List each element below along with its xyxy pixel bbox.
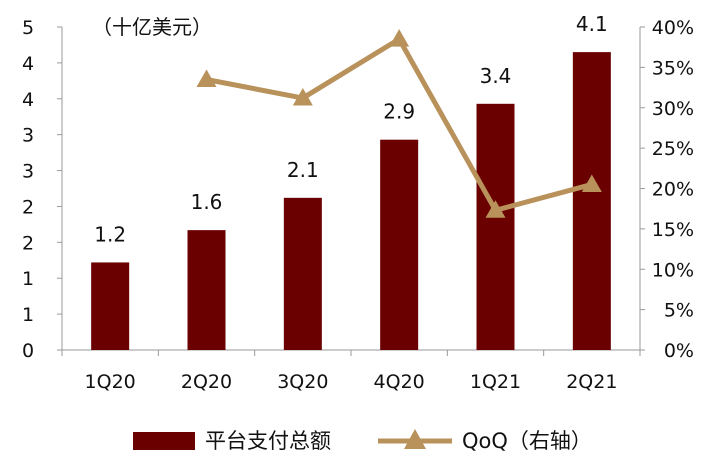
bar bbox=[283, 197, 322, 350]
x-tick-label: 1Q20 bbox=[85, 371, 136, 393]
bars bbox=[91, 52, 611, 351]
left-tick-label: 4 bbox=[22, 53, 34, 75]
left-tick-label: 3 bbox=[22, 125, 34, 147]
bar bbox=[572, 52, 611, 350]
bar bbox=[476, 103, 515, 351]
bar bbox=[91, 262, 130, 350]
qoq-marker bbox=[196, 69, 217, 87]
right-tick-label: 30% bbox=[652, 98, 694, 120]
legend-line-label: QoQ（右轴） bbox=[462, 429, 592, 453]
qoq-line bbox=[196, 29, 602, 218]
right-tick-label: 25% bbox=[652, 138, 694, 160]
bar-data-label: 3.4 bbox=[480, 64, 512, 88]
qoq-marker bbox=[389, 29, 410, 47]
left-tick-label: 1 bbox=[22, 304, 34, 326]
legend: 平台支付总额 QoQ（右轴） bbox=[133, 429, 592, 453]
x-tick-label: 3Q20 bbox=[277, 371, 328, 393]
left-tick-label: 4 bbox=[22, 89, 34, 111]
right-tick-label: 10% bbox=[652, 259, 694, 281]
left-tick-label: 2 bbox=[22, 232, 34, 254]
x-tick-label: 2Q20 bbox=[181, 371, 232, 393]
bar-data-label: 1.2 bbox=[94, 222, 126, 246]
right-tick-label: 20% bbox=[652, 179, 694, 201]
axes: 0 1 1 2 2 3 3 4 4 5 0% 5% 10% 15% 20% 25% 30% 35% 40% 1Q20 2… bbox=[22, 17, 694, 393]
right-tick-label: 15% bbox=[652, 219, 694, 241]
x-tick-label: 4Q20 bbox=[374, 371, 425, 393]
bar-data-label: 4.1 bbox=[576, 12, 608, 36]
unit-label: （十亿美元） bbox=[92, 15, 212, 39]
bar-data-label: 2.1 bbox=[287, 158, 319, 182]
qoq-marker bbox=[292, 88, 313, 106]
left-tick-label: 2 bbox=[22, 196, 34, 218]
left-tick-label: 0 bbox=[22, 340, 34, 362]
bar bbox=[380, 139, 419, 350]
left-tick-label: 3 bbox=[22, 161, 34, 183]
qoq-marker bbox=[485, 200, 506, 218]
left-tick-label: 1 bbox=[22, 268, 34, 290]
data-labels: 1.2 1.6 2.1 2.9 3.4 4.1 bbox=[94, 12, 607, 246]
right-tick-label: 5% bbox=[664, 300, 694, 322]
bar bbox=[187, 230, 226, 350]
legend-bar-swatch bbox=[133, 432, 195, 450]
right-tick-label: 35% bbox=[652, 57, 694, 79]
x-tick-label: 1Q21 bbox=[470, 371, 521, 393]
left-tick-label: 5 bbox=[22, 17, 34, 39]
bar-data-label: 1.6 bbox=[191, 190, 223, 214]
legend-line-marker bbox=[404, 429, 426, 449]
right-tick-label: 40% bbox=[652, 17, 694, 39]
qoq-marker bbox=[581, 174, 602, 192]
x-tick-label: 2Q21 bbox=[566, 371, 617, 393]
legend-bar-label: 平台支付总额 bbox=[205, 429, 331, 453]
bar-data-label: 2.9 bbox=[383, 100, 415, 124]
right-tick-label: 0% bbox=[664, 340, 694, 362]
